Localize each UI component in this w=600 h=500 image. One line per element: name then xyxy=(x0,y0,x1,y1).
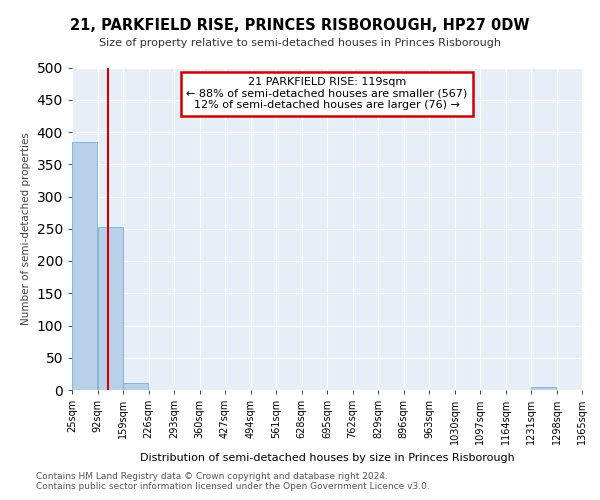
Text: Size of property relative to semi-detached houses in Princes Risborough: Size of property relative to semi-detach… xyxy=(99,38,501,48)
Bar xyxy=(532,387,556,390)
Bar xyxy=(98,228,122,390)
X-axis label: Distribution of semi-detached houses by size in Princes Risborough: Distribution of semi-detached houses by … xyxy=(140,452,514,462)
Bar xyxy=(124,383,148,390)
Y-axis label: Number of semi-detached properties: Number of semi-detached properties xyxy=(21,132,31,325)
Text: 21, PARKFIELD RISE, PRINCES RISBOROUGH, HP27 0DW: 21, PARKFIELD RISE, PRINCES RISBOROUGH, … xyxy=(70,18,530,32)
Text: 21 PARKFIELD RISE: 119sqm  
← 88% of semi-detached houses are smaller (567)
  12: 21 PARKFIELD RISE: 119sqm ← 88% of semi-… xyxy=(187,77,467,110)
Text: Contains HM Land Registry data © Crown copyright and database right 2024.: Contains HM Land Registry data © Crown c… xyxy=(36,472,388,481)
Bar xyxy=(73,142,97,390)
Text: Contains public sector information licensed under the Open Government Licence v3: Contains public sector information licen… xyxy=(36,482,430,491)
